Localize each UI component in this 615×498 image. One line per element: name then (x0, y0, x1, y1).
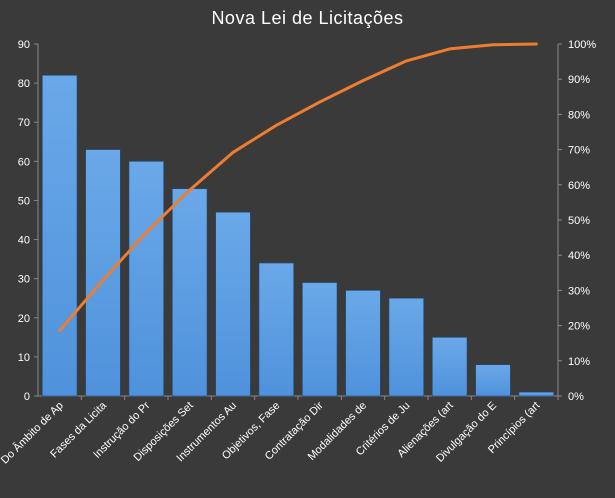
bar (42, 74, 78, 397)
y-tick-label: 50 (18, 195, 30, 207)
bar (302, 282, 338, 397)
y2-tick-label: 40% (568, 250, 590, 262)
bar (215, 211, 251, 397)
y2-tick-label: 0% (568, 391, 584, 403)
bar (388, 297, 424, 397)
cumulative-point (101, 278, 105, 282)
bar (85, 149, 121, 397)
bar (172, 188, 208, 397)
chart-title: Nova Lei de Licitações (211, 8, 404, 28)
y2-tick-label: 50% (568, 215, 590, 227)
y2-tick-label: 30% (568, 285, 590, 297)
bar (258, 262, 294, 397)
cumulative-point (188, 188, 191, 192)
y2-tick-label: 80% (568, 109, 590, 121)
y-tick-label: 70 (18, 117, 30, 129)
bar (432, 337, 468, 397)
y2-tick-label: 100% (568, 39, 596, 51)
cumulative-point (275, 124, 278, 127)
cumulative-point (318, 100, 321, 104)
cumulative-percent-line (58, 42, 538, 333)
cumulative-point (361, 79, 365, 82)
cumulative-point (448, 47, 451, 51)
cumulative-point (535, 42, 538, 46)
y-tick-label: 90 (18, 39, 30, 51)
bar (128, 161, 164, 397)
y2-tick-label: 10% (568, 356, 590, 368)
bar (518, 391, 554, 397)
y2-tick-label: 60% (568, 180, 590, 192)
cumulative-point (405, 59, 408, 63)
bar (475, 364, 511, 397)
cumulative-point (231, 151, 235, 154)
bar (345, 290, 381, 397)
cumulative-point (58, 329, 61, 332)
y2-tick-label: 20% (568, 321, 590, 333)
y-tick-label: 80 (18, 78, 30, 90)
y-tick-label: 30 (18, 274, 30, 286)
y-tick-label: 60 (18, 156, 30, 168)
y-tick-label: 40 (18, 235, 30, 247)
y2-tick-label: 70% (568, 145, 590, 157)
y-tick-label: 10 (18, 352, 30, 364)
y-tick-label: 20 (18, 313, 30, 325)
y-tick-label: 0 (24, 391, 30, 403)
cumulative-point (491, 43, 495, 46)
cumulative-point (145, 231, 148, 234)
y2-tick-label: 90% (568, 74, 590, 86)
